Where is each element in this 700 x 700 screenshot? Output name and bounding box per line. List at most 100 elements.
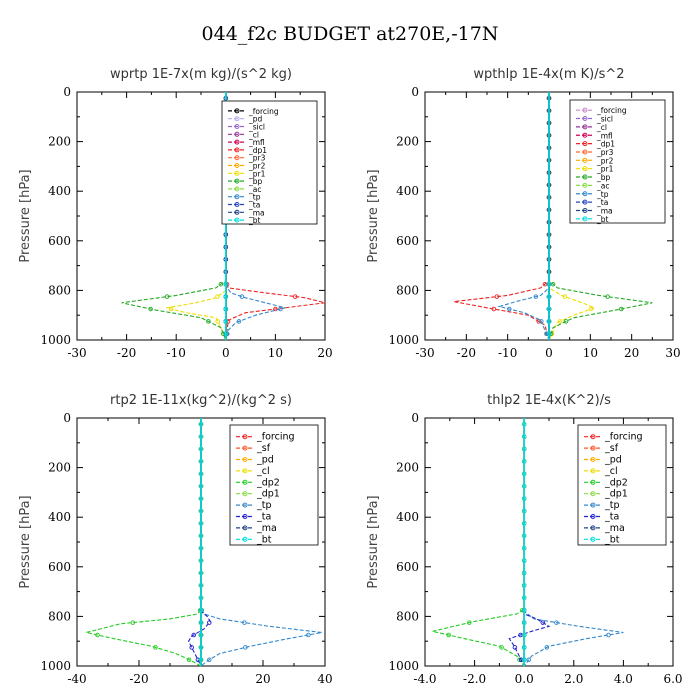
- legend-label: _ta: [604, 512, 619, 523]
- legend-label: _forcing: [596, 106, 627, 115]
- legend-label: _sf: [256, 443, 271, 454]
- series-marker-bt: [198, 583, 204, 588]
- legend-label: _bp: [596, 173, 611, 182]
- legend-marker: [242, 445, 248, 451]
- series-marker-ta: [195, 657, 201, 663]
- series-marker-bp: [550, 281, 556, 287]
- legend-label: _bt: [596, 215, 609, 224]
- y-tick-label: 600: [396, 560, 419, 574]
- series-marker-pr1: [215, 319, 220, 324]
- legend-label: _forcing: [256, 432, 295, 443]
- y-tick-label: 400: [396, 510, 419, 524]
- series-marker-bt: [198, 558, 204, 563]
- y-tick-label: 200: [396, 461, 419, 475]
- series-marker-bt: [198, 446, 204, 452]
- legend-label: _pr2: [248, 162, 266, 171]
- x-tick-label: -10: [167, 346, 186, 360]
- legend-label: _bt: [256, 534, 272, 545]
- x-tick-label: -40: [67, 672, 86, 686]
- series-line-tp: [225, 92, 286, 341]
- legend-marker: [234, 131, 240, 137]
- x-tick-label: -20: [457, 346, 476, 360]
- legend-label: _ta: [596, 198, 608, 207]
- legend-label: _mfl: [596, 131, 613, 140]
- panel-3: rtp2 1E-11x(kg^2)/(kg^2 s) Pressure [hPa]…: [18, 393, 333, 686]
- legend-label: _sicl: [596, 115, 613, 124]
- series-marker-bt: [198, 521, 204, 526]
- series-line-dp1: [453, 92, 550, 341]
- legend-label: _pr3: [248, 154, 266, 163]
- y-tick-label: 1000: [388, 659, 419, 673]
- series-marker-tp: [539, 319, 544, 324]
- legend-marker: [234, 116, 240, 122]
- legend-marker: [582, 149, 588, 155]
- legend-marker: [582, 124, 588, 130]
- series-marker-bt: [521, 632, 527, 638]
- x-tick-label: 30: [665, 346, 680, 360]
- series-marker-bp: [218, 281, 224, 287]
- legend-label: _ma: [604, 523, 625, 534]
- panel-title: thlp2 1E-4x(K^2)/s: [487, 393, 611, 408]
- y-tick-label: 0: [411, 85, 419, 99]
- series-marker-bp: [563, 319, 569, 324]
- y-axis-label: Pressure [hPa]: [18, 495, 33, 588]
- series-marker-bp: [148, 306, 153, 312]
- legend-label: _pd: [604, 455, 622, 466]
- legend-marker: [234, 108, 240, 114]
- x-tick-label: 40: [317, 672, 332, 686]
- legend-label: _dp2: [604, 477, 628, 488]
- legend-label: _ma: [248, 208, 265, 217]
- series-marker-bt: [223, 319, 229, 324]
- series-marker-pr1: [557, 319, 563, 324]
- legend-label: _dp1: [596, 140, 615, 149]
- series-marker-ta: [512, 645, 518, 650]
- x-tick-label: 0: [197, 672, 205, 686]
- legend-marker: [590, 502, 596, 508]
- series-marker-bp: [164, 294, 170, 299]
- series-marker-bt: [521, 558, 527, 563]
- y-tick-label: 0: [63, 411, 71, 425]
- legend-box: [229, 424, 319, 546]
- series-marker-pr1: [588, 306, 594, 312]
- legend-marker: [234, 155, 240, 161]
- series-marker-pr1: [168, 306, 174, 312]
- legend-marker: [590, 457, 596, 462]
- legend-marker: [242, 525, 248, 531]
- legend-label: _bp: [248, 177, 263, 186]
- series-line-ta: [187, 418, 211, 667]
- x-tick-label: -30: [415, 346, 434, 360]
- legend-marker: [234, 139, 240, 145]
- legend-marker: [582, 116, 588, 122]
- legend-label: _ac: [596, 181, 609, 190]
- series-marker-bt: [198, 657, 204, 663]
- x-tick-label: 0.0: [515, 672, 534, 686]
- series-marker-tp: [243, 645, 248, 650]
- series-marker-ta: [518, 657, 524, 663]
- series-line-tp: [523, 418, 624, 667]
- legend-marker: [582, 207, 588, 213]
- legend-marker: [242, 491, 248, 497]
- legend-marker: [234, 194, 240, 200]
- y-tick-label: 800: [396, 283, 419, 297]
- series-marker-bt: [198, 434, 204, 439]
- legend-label: _ta: [256, 512, 271, 523]
- series-marker-ta: [207, 620, 212, 625]
- legend-label: _cl: [248, 130, 259, 139]
- legend-marker: [590, 479, 596, 485]
- series-marker-bt: [521, 570, 527, 576]
- series-marker-bt: [546, 294, 552, 299]
- series-marker-bt: [521, 607, 527, 613]
- series-marker-bt: [223, 281, 229, 287]
- series-marker-bt: [546, 306, 552, 312]
- x-tick-label: 20: [317, 346, 332, 360]
- legend-label: _forcing: [248, 107, 279, 116]
- series-marker-pr1: [562, 294, 568, 299]
- series-marker-bt: [198, 620, 204, 625]
- legend-marker: [242, 434, 248, 440]
- series-marker-tp: [278, 306, 283, 312]
- series-line-pr1: [166, 92, 227, 341]
- series-marker-bt: [521, 508, 527, 514]
- series-line-ta: [508, 418, 551, 667]
- legend-marker: [234, 124, 240, 129]
